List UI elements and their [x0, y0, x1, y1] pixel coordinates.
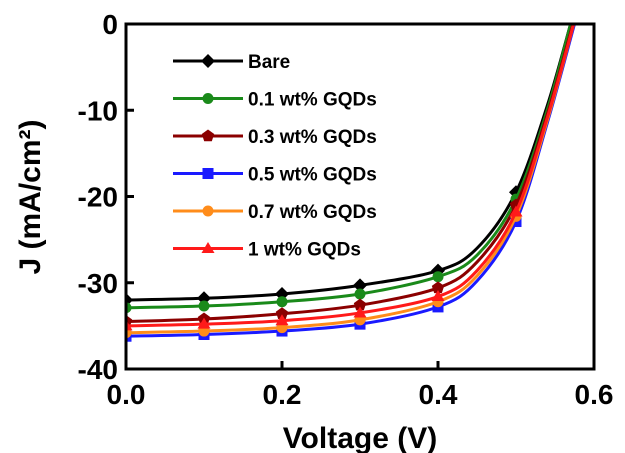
legend-swatch-marker: [201, 242, 215, 253]
series-2-point-3: [353, 298, 367, 311]
legend-entry-0: Bare: [173, 52, 290, 73]
y-tick-label: -30: [78, 268, 118, 299]
y-tick-label: 0: [102, 9, 118, 40]
legend-entry-5: 1 wt% GQDs: [173, 240, 361, 261]
ticks-layer: 0.0 0.2 0.4 0.6 0 -10 -20 -30 -40: [78, 9, 614, 410]
series-1-point-4: [432, 271, 444, 283]
legend-entry-3: 0.5 wt% GQDs: [173, 165, 377, 186]
legend-label: 0.1 wt% GQDs: [248, 90, 377, 111]
y-tick-label: -10: [78, 95, 118, 126]
legend-entry-4: 0.7 wt% GQDs: [173, 202, 377, 223]
series-1-point-3: [354, 288, 366, 300]
legend-entry-2: 0.3 wt% GQDs: [173, 127, 377, 148]
y-tick-label: -20: [78, 182, 118, 213]
series-5-point-5: [509, 205, 523, 217]
legend-label: 1 wt% GQDs: [248, 240, 361, 261]
series-0-point-2: [275, 286, 289, 301]
series-5-point-0: [126, 319, 133, 331]
series-5-point-1: [197, 317, 211, 329]
series-0-point-3: [353, 278, 367, 293]
legend-label: 0.3 wt% GQDs: [248, 127, 377, 148]
legend-swatch-marker: [202, 168, 214, 179]
series-2-point-4: [431, 281, 445, 294]
legend-swatch-marker: [202, 93, 214, 104]
legend-swatch-marker: [201, 129, 215, 142]
legend-entry-1: 0.1 wt% GQDs: [173, 90, 377, 111]
series-1-point-2: [276, 296, 288, 308]
series-1-point-1: [198, 300, 210, 312]
x-tick-label: 0.6: [575, 379, 614, 410]
x-axis-title: Voltage (V): [283, 422, 437, 453]
legend-swatch-marker: [202, 205, 214, 217]
series-2-point-2: [275, 307, 289, 320]
legend: Bare 0.1 wt% GQDs 0.3 wt% GQDs 0.5 wt% GQDs…: [173, 52, 377, 261]
legend-label: 0.7 wt% GQDs: [248, 202, 377, 223]
y-tick-label: -40: [78, 354, 118, 385]
series-5-point-3: [353, 306, 367, 318]
series-0-point-1: [197, 291, 211, 306]
legend-label: 0.5 wt% GQDs: [248, 165, 377, 186]
x-tick-label: 0.0: [107, 379, 146, 410]
legend-label: Bare: [248, 52, 290, 73]
legend-swatch-marker: [201, 54, 215, 68]
series-5-point-2: [275, 314, 289, 326]
series-5: [126, 24, 576, 331]
x-tick-label: 0.4: [419, 379, 458, 410]
x-tick-label: 0.2: [263, 379, 302, 410]
y-axis-title: J (mA/cm²): [14, 119, 47, 274]
series-5-point-4: [431, 290, 445, 302]
